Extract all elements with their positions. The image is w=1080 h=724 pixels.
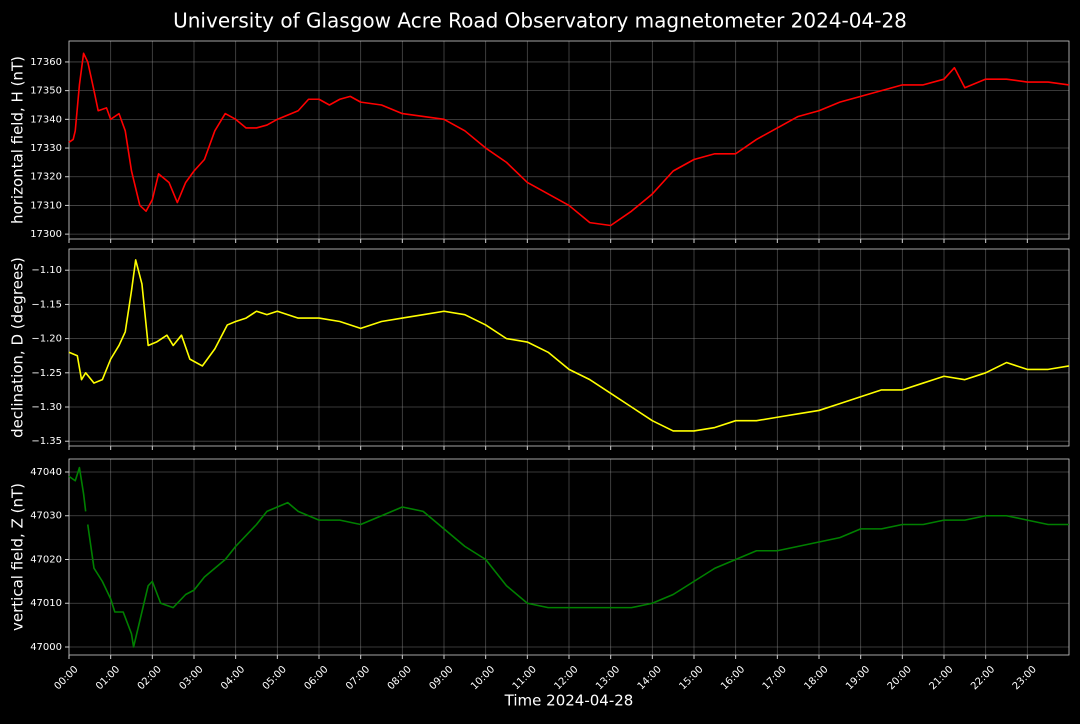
y-axis-label: vertical field, Z (nT): [9, 483, 27, 631]
y-tick-label: −1.35: [31, 436, 62, 447]
y-tick-label: 17320: [30, 172, 62, 183]
axes-frame: [68, 248, 1070, 447]
y-tick-label: 17310: [30, 200, 62, 211]
y-tick-label: 47020: [30, 554, 62, 565]
data-line: [68, 259, 1070, 432]
y-tick-label: 47030: [30, 511, 62, 522]
y-tick-label: −1.20: [31, 334, 62, 345]
figure-title: University of Glasgow Acre Road Observat…: [173, 9, 907, 33]
x-axis-label: Time 2024-04-28: [504, 692, 634, 710]
y-tick-label: −1.25: [31, 368, 62, 379]
axes-frame: [68, 458, 1070, 656]
y-axis-label: declination, D (degrees): [9, 257, 27, 438]
y-tick-label: 17300: [30, 229, 62, 240]
axes-frame: [68, 40, 1070, 240]
y-tick-label: 17330: [30, 143, 62, 154]
y-tick-label: 17350: [30, 86, 62, 97]
data-line: [68, 52, 1070, 227]
y-axis-label: horizontal field, H (nT): [9, 56, 27, 224]
y-tick-label: 17340: [30, 114, 62, 125]
y-tick-label: 47000: [30, 642, 62, 653]
y-tick-label: −1.10: [31, 265, 62, 276]
y-tick-label: 47040: [30, 467, 62, 478]
data-line: [68, 466, 1069, 648]
y-tick-label: 47010: [30, 598, 62, 609]
y-tick-label: 17360: [30, 57, 62, 68]
y-tick-label: −1.15: [31, 299, 62, 310]
y-tick-label: −1.30: [31, 402, 62, 413]
